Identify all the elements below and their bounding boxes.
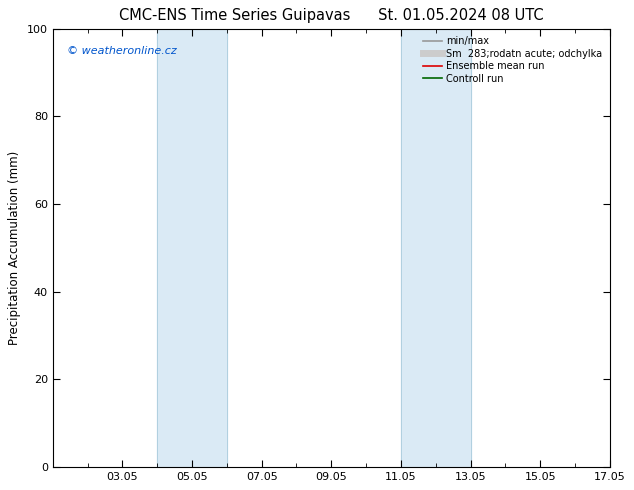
Bar <box>401 29 470 467</box>
Bar <box>157 29 227 467</box>
Y-axis label: Precipitation Accumulation (mm): Precipitation Accumulation (mm) <box>8 150 22 345</box>
Legend: min/max, Sm  283;rodatn acute; odchylka, Ensemble mean run, Controll run: min/max, Sm 283;rodatn acute; odchylka, … <box>420 33 605 87</box>
Text: © weatheronline.cz: © weatheronline.cz <box>67 46 176 56</box>
Title: CMC-ENS Time Series Guipavas      St. 01.05.2024 08 UTC: CMC-ENS Time Series Guipavas St. 01.05.2… <box>119 8 543 24</box>
